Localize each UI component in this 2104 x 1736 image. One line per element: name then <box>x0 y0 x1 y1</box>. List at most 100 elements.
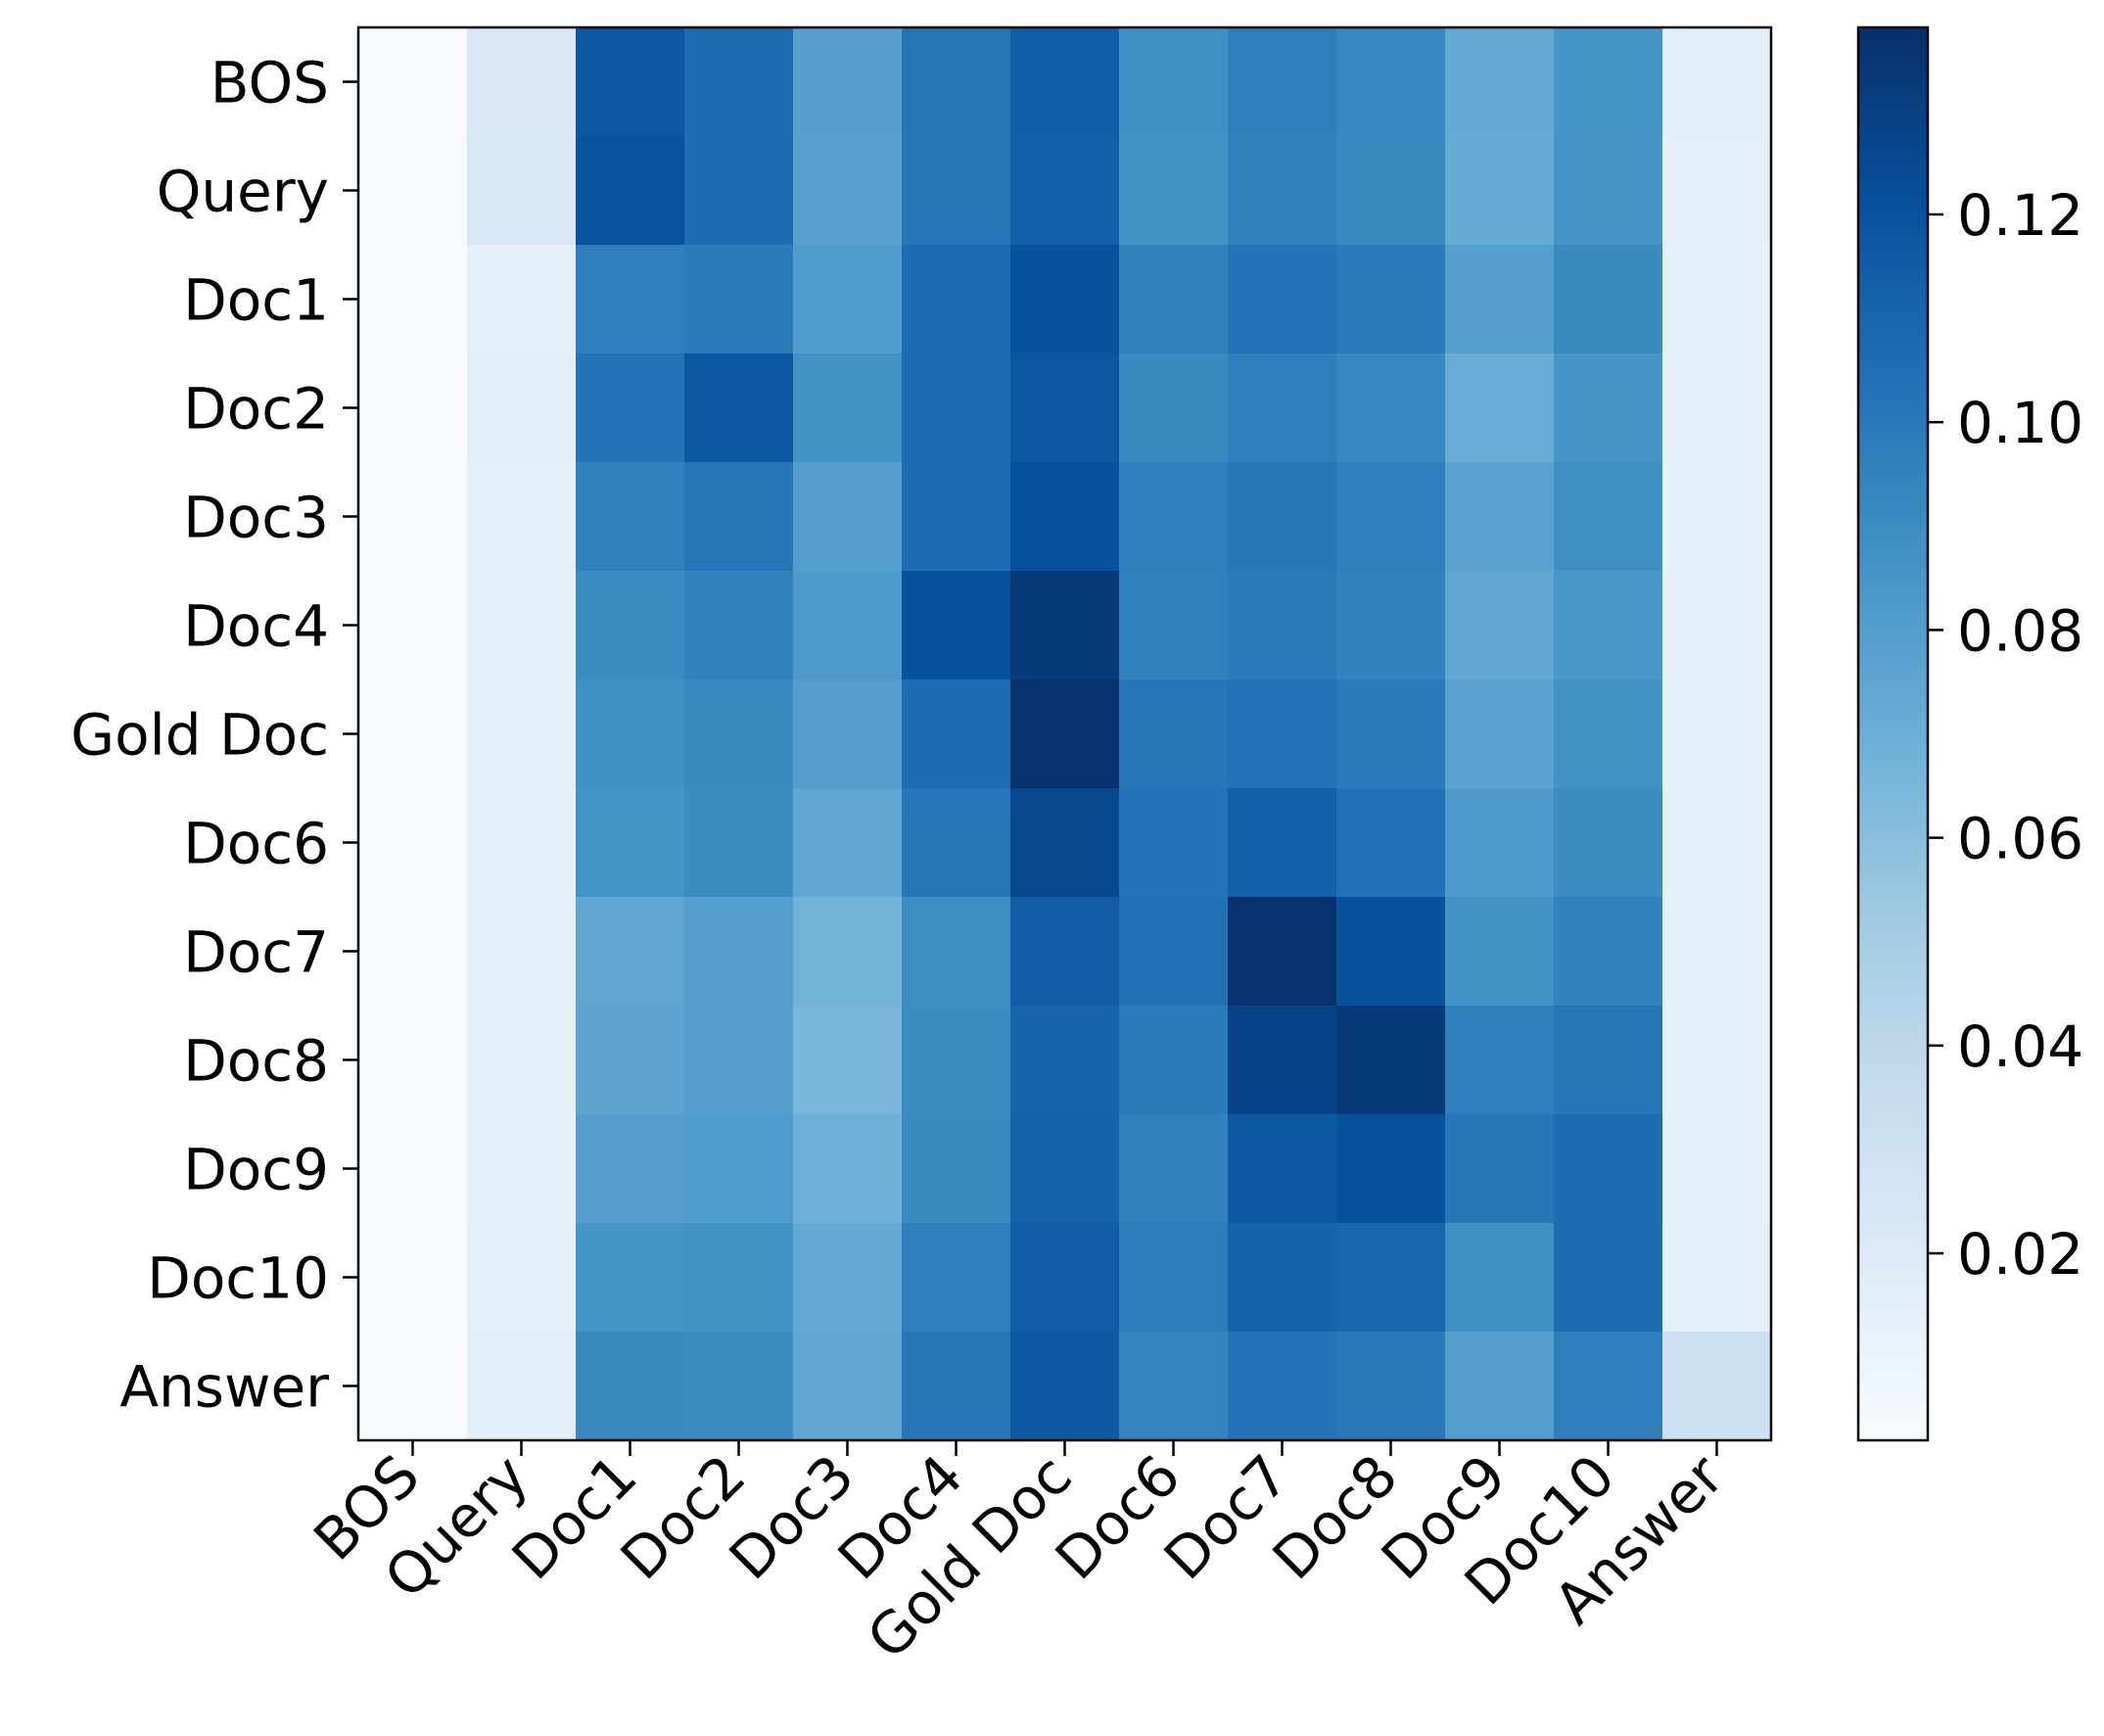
heatmap-cell <box>576 462 685 572</box>
heatmap-cell <box>1662 245 1772 354</box>
y-tick-label: BOS <box>210 50 329 117</box>
heatmap-cell <box>1010 136 1120 246</box>
heatmap-cell <box>902 462 1011 572</box>
heatmap-cell <box>467 245 577 354</box>
heatmap-cell <box>1119 897 1229 1007</box>
heatmap-cell <box>684 1114 794 1224</box>
heatmap-cell <box>467 353 577 463</box>
heatmap-cell <box>1228 1332 1337 1441</box>
heatmap-cell <box>793 1114 903 1224</box>
heatmap-cell <box>1554 136 1663 246</box>
heatmap-cell <box>467 462 577 572</box>
heatmap-cell <box>1119 462 1229 572</box>
heatmap-cell <box>793 680 903 789</box>
heatmap-cell <box>902 1223 1011 1333</box>
heatmap-cell <box>1445 788 1555 898</box>
colorbar-tick-label: 0.12 <box>1957 182 2083 249</box>
heatmap-cell <box>1010 462 1120 572</box>
heatmap-cell <box>576 1332 685 1441</box>
heatmap-cell <box>1010 1006 1120 1115</box>
heatmap-cell <box>467 571 577 680</box>
heatmap-cell <box>1445 136 1555 246</box>
heatmap-cell <box>1228 788 1337 898</box>
heatmap-cell <box>1119 1223 1229 1333</box>
heatmap-cell <box>1662 353 1772 463</box>
heatmap-cell <box>684 788 794 898</box>
y-tick-label: Doc4 <box>183 593 329 660</box>
y-tick-label: Gold Doc <box>70 702 329 769</box>
heatmap-cell <box>358 1006 468 1115</box>
colorbar <box>1856 25 1930 1442</box>
heatmap-cell <box>902 788 1011 898</box>
heatmap-cell <box>902 1114 1011 1224</box>
colorbar-tick-label: 0.10 <box>1957 390 2083 456</box>
heatmap-cell <box>1010 353 1120 463</box>
heatmap-cell <box>576 136 685 246</box>
heatmap-cell <box>358 897 468 1007</box>
heatmap-cell <box>1445 27 1555 137</box>
heatmap-cell <box>1662 897 1772 1007</box>
heatmap-cell <box>1554 245 1663 354</box>
heatmap-cell <box>902 27 1011 137</box>
heatmap-cell <box>467 1114 577 1224</box>
heatmap-cell <box>1010 245 1120 354</box>
heatmap-cell <box>358 1114 468 1224</box>
heatmap-cell <box>793 27 903 137</box>
heatmap-cell <box>358 353 468 463</box>
heatmap-cell <box>467 136 577 246</box>
heatmap-cell <box>793 245 903 354</box>
heatmap-cell <box>1228 1006 1337 1115</box>
y-tick-label: Doc1 <box>183 267 329 334</box>
heatmap-cell <box>1336 353 1446 463</box>
heatmap-cell <box>1336 136 1446 246</box>
heatmap-cell <box>1445 571 1555 680</box>
heatmap-cell <box>358 680 468 789</box>
heatmap-cell <box>793 136 903 246</box>
heatmap-cell <box>1010 788 1120 898</box>
heatmap-cell <box>1662 462 1772 572</box>
heatmap-cell <box>1554 462 1663 572</box>
heatmap-cell <box>576 680 685 789</box>
heatmap-cell <box>793 1223 903 1333</box>
heatmap-cell <box>684 680 794 789</box>
heatmap-cell <box>902 353 1011 463</box>
heatmap-cell <box>1119 680 1229 789</box>
heatmap-cell <box>1336 462 1446 572</box>
heatmap-cell <box>1445 1223 1555 1333</box>
heatmap-cell <box>1336 897 1446 1007</box>
heatmap-cell <box>1554 680 1663 789</box>
heatmap-cell <box>576 897 685 1007</box>
y-tick-label: Doc2 <box>183 376 329 443</box>
heatmap-cell <box>1554 788 1663 898</box>
heatmap-cell <box>1554 1332 1663 1441</box>
heatmap-cell <box>576 1114 685 1224</box>
heatmap-cell <box>1228 462 1337 572</box>
heatmap-cell <box>1445 1332 1555 1441</box>
heatmap-cell <box>1228 1223 1337 1333</box>
heatmap-cell <box>467 788 577 898</box>
heatmap-cell <box>1010 897 1120 1007</box>
heatmap-cell <box>576 1006 685 1115</box>
heatmap-cell <box>1119 136 1229 246</box>
heatmap-cell <box>1445 353 1555 463</box>
heatmap-cell <box>1336 1114 1446 1224</box>
heatmap-cell <box>793 1332 903 1441</box>
heatmap-cell <box>1662 1114 1772 1224</box>
heatmap-cell <box>1662 136 1772 246</box>
colorbar-tick-label: 0.04 <box>1957 1013 2083 1080</box>
heatmap-cell <box>1336 680 1446 789</box>
heatmap-cell <box>467 27 577 137</box>
heatmap-cell <box>358 462 468 572</box>
heatmap-cell <box>1445 462 1555 572</box>
y-tick-label: Doc6 <box>183 811 329 877</box>
heatmap-cell <box>1662 27 1772 137</box>
heatmap-cell <box>684 1006 794 1115</box>
heatmap-cell <box>902 245 1011 354</box>
heatmap-cell <box>1554 27 1663 137</box>
heatmap-cell <box>358 27 468 137</box>
heatmap-cell <box>1336 1223 1446 1333</box>
heatmap-cell <box>793 897 903 1007</box>
heatmap-cell <box>1554 571 1663 680</box>
heatmap-cell <box>793 788 903 898</box>
